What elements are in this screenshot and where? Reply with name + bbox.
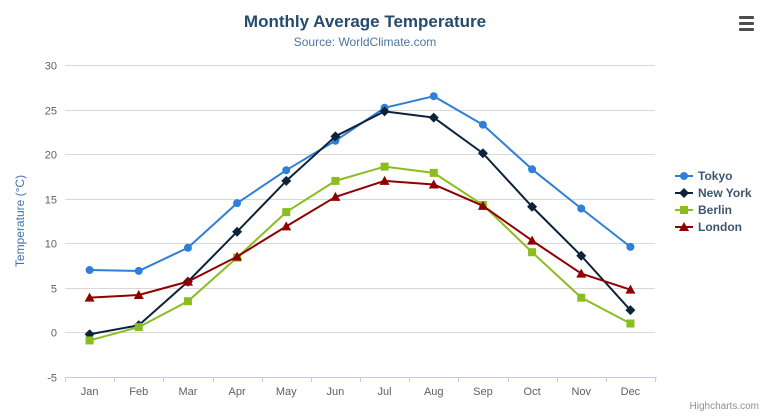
legend-item-tokyo[interactable]: Tokyo: [674, 167, 752, 184]
legend-label: Tokyo: [698, 168, 733, 183]
legend: Tokyo New York Berlin London: [674, 167, 752, 235]
svg-text:Jun: Jun: [327, 386, 345, 398]
svg-text:Apr: Apr: [229, 386, 246, 398]
svg-text:5: 5: [51, 284, 57, 296]
berlin-marker-icon: [675, 205, 693, 214]
tokyo-marker-icon: [675, 171, 693, 180]
svg-text:15: 15: [45, 195, 57, 207]
legend-label: Berlin: [698, 202, 733, 217]
chart-subtitle: Source: WorldClimate.com: [293, 35, 437, 49]
svg-text:Oct: Oct: [524, 386, 541, 398]
chart-title: Monthly Average Temperature: [243, 12, 487, 31]
svg-text:0: 0: [51, 328, 57, 340]
svg-text:Dec: Dec: [621, 386, 641, 398]
london-marker-icon: [675, 221, 693, 231]
svg-text:30: 30: [45, 61, 57, 73]
legend-label: New York: [698, 185, 752, 200]
svg-text:Nov: Nov: [571, 386, 591, 398]
svg-text:10: 10: [45, 239, 57, 251]
svg-text:May: May: [276, 386, 297, 398]
y-axis-title: Temperature (°C): [13, 175, 27, 267]
legend-item-berlin[interactable]: Berlin: [674, 201, 752, 218]
export-menu-button[interactable]: [733, 12, 759, 34]
svg-text:Feb: Feb: [129, 386, 148, 398]
svg-text:Sep: Sep: [473, 386, 493, 398]
hamburger-icon: [738, 15, 754, 19]
legend-item-london[interactable]: London: [674, 218, 752, 235]
credits-link[interactable]: Highcharts.com: [689, 401, 759, 412]
svg-text:25: 25: [45, 106, 57, 118]
svg-text:Jan: Jan: [81, 386, 99, 398]
svg-text:-5: -5: [47, 373, 57, 385]
svg-text:Aug: Aug: [424, 386, 444, 398]
svg-text:Jul: Jul: [378, 386, 392, 398]
legend-label: London: [698, 219, 742, 234]
legend-item-new-york[interactable]: New York: [674, 184, 752, 201]
new-york-marker-icon: [675, 187, 693, 198]
svg-text:Mar: Mar: [178, 386, 197, 398]
svg-text:20: 20: [45, 150, 57, 162]
